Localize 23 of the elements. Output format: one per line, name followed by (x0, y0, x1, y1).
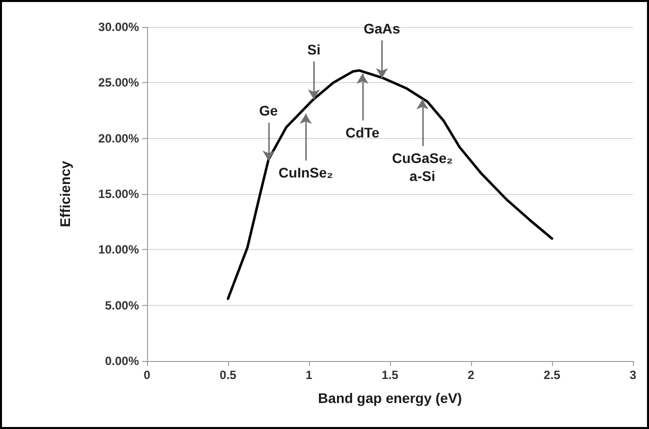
x-tick-label: 1 (306, 368, 313, 382)
y-tick-label: 25.00% (98, 76, 140, 90)
annotation: CdTe (345, 124, 380, 141)
y-tick-label: 20.00% (98, 131, 140, 146)
x-axis-title: Band gap energy (eV) (318, 390, 462, 406)
x-tick-label: 0 (144, 368, 151, 382)
x-tick-label: 3 (630, 368, 637, 382)
x-tick-label: 1.5 (382, 368, 399, 382)
annotation: Si (307, 42, 320, 58)
x-tick-label: 2.5 (544, 368, 561, 382)
x-tick-label: 2 (468, 368, 475, 382)
x-tick-label: 0.5 (220, 368, 237, 382)
line-series (226, 69, 554, 300)
annotation: CuGaSe₂ a-Si (392, 150, 453, 184)
y-tick-label: 30.00% (98, 20, 140, 34)
y-tick-label: 15.00% (98, 187, 140, 201)
annotation: CuInSe₂ (278, 164, 333, 181)
y-tick-label: 0.00% (104, 354, 140, 368)
annotation: Ge (259, 102, 278, 119)
y-tick-label: 5.00% (104, 298, 140, 312)
y-tick-label: 10.00% (98, 242, 140, 257)
annotation: GaAs (364, 20, 400, 36)
y-axis-title: Efficiency (57, 160, 73, 228)
